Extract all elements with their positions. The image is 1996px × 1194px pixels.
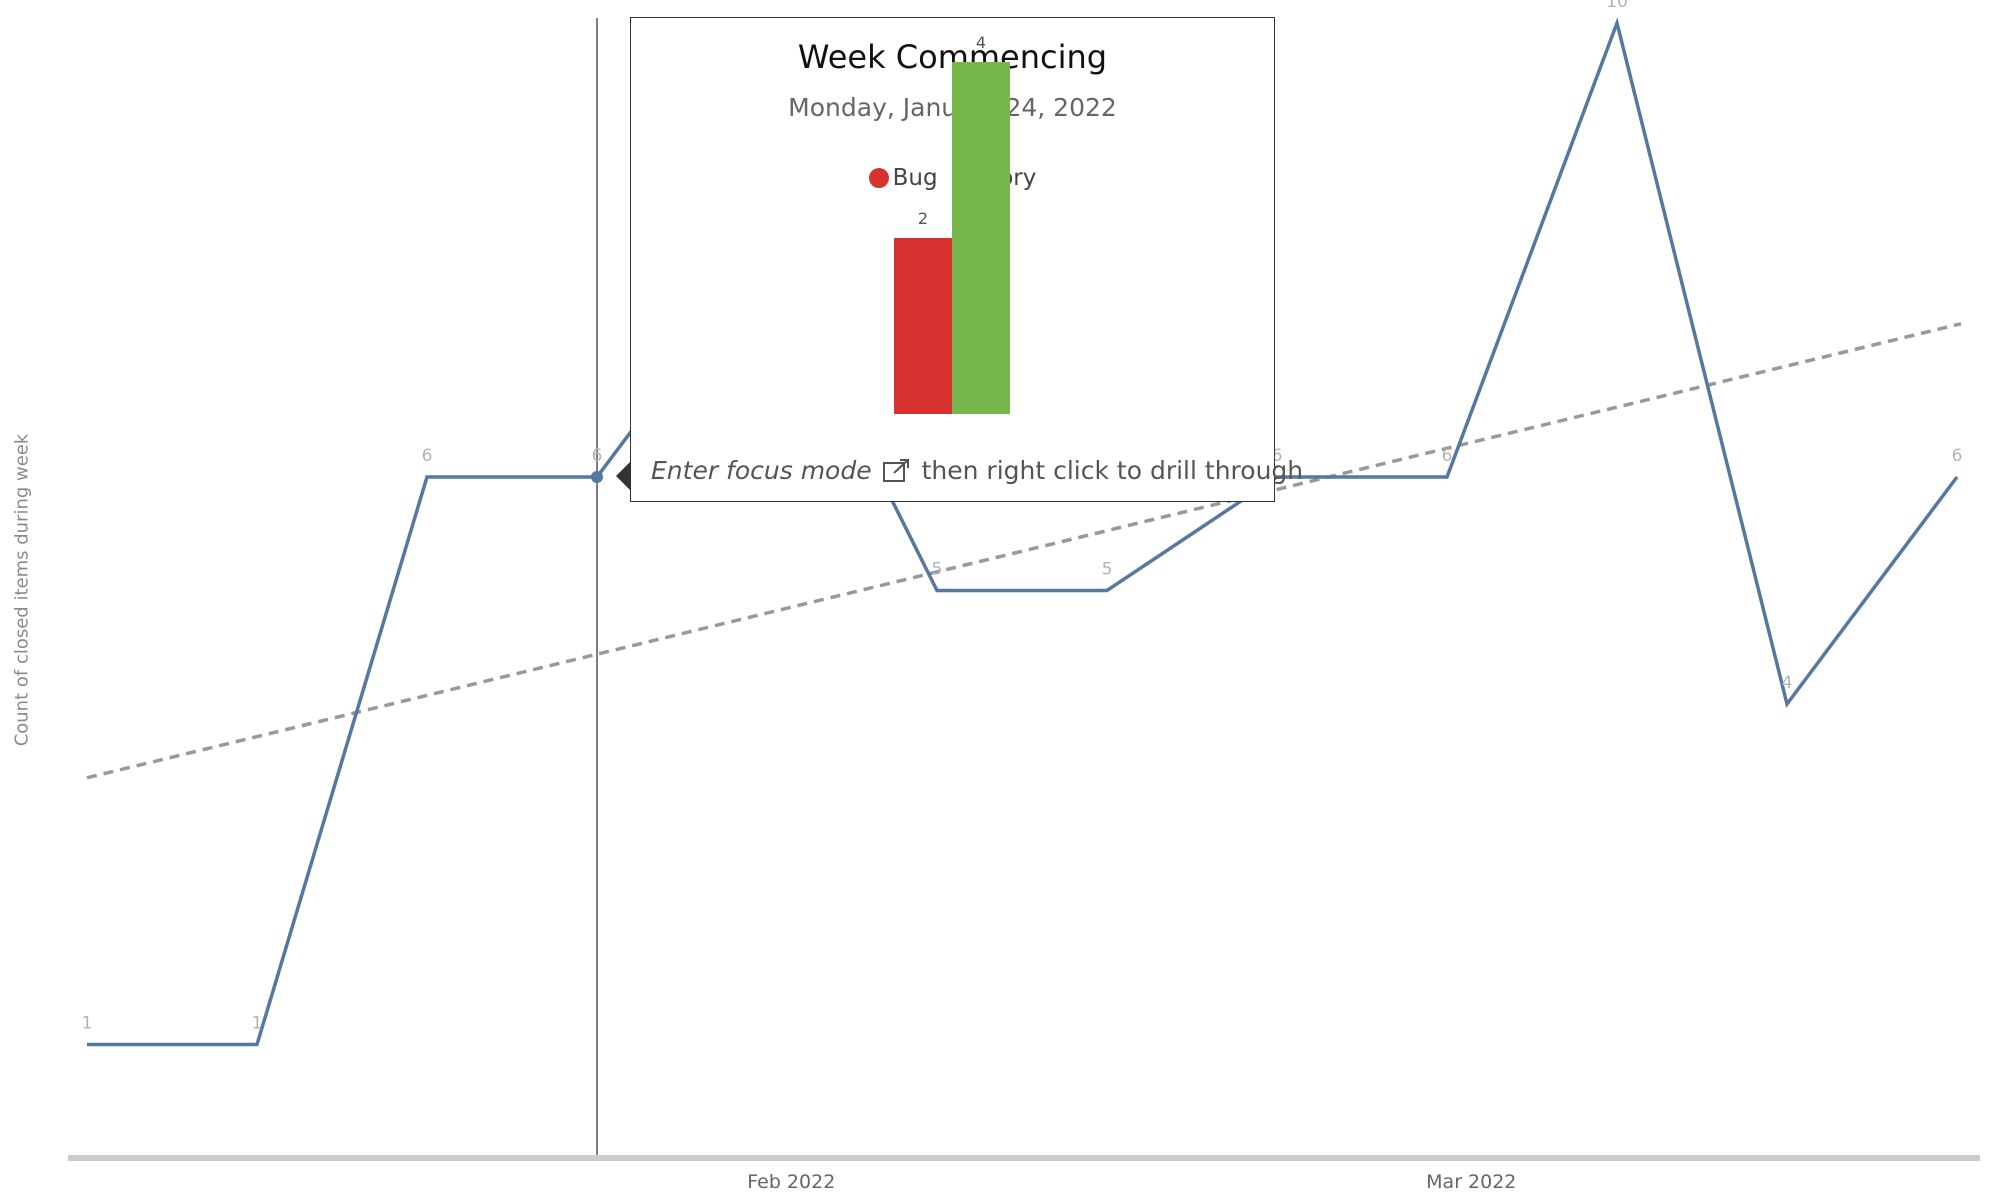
tooltip-pointer xyxy=(616,462,630,490)
data-label: 10 xyxy=(1606,0,1628,12)
data-point[interactable] xyxy=(1103,587,1111,595)
data-label: 4 xyxy=(1782,673,1793,693)
x-tick-label: Mar 2022 xyxy=(1426,1171,1516,1193)
focus-mode-text: Enter focus mode xyxy=(651,456,872,485)
x-tick-label: Feb 2022 xyxy=(747,1171,835,1193)
data-label: 6 xyxy=(1272,446,1283,466)
data-label: 6 xyxy=(422,446,433,466)
trend-line xyxy=(86,322,1962,780)
data-label: 1 xyxy=(82,1014,93,1034)
data-point[interactable] xyxy=(423,473,431,481)
data-point[interactable] xyxy=(1783,700,1791,708)
data-label: 6 xyxy=(592,446,603,466)
data-point[interactable] xyxy=(933,587,941,595)
data-point[interactable] xyxy=(83,1041,91,1049)
tooltip-bar-bug xyxy=(894,238,952,414)
data-point[interactable] xyxy=(253,1041,261,1049)
data-label: 6 xyxy=(1952,446,1963,466)
series-line[interactable] xyxy=(87,17,1959,1047)
data-point[interactable] xyxy=(591,471,603,483)
tooltip-bar-label: 4 xyxy=(976,33,986,52)
y-axis-label: Count of closed items during week xyxy=(11,433,33,747)
data-label: 5 xyxy=(932,560,943,580)
tooltip-bar-story xyxy=(952,62,1010,414)
tooltip-bar-label: 2 xyxy=(918,209,928,228)
legend-label-bug: Bug xyxy=(892,165,938,191)
data-point[interactable] xyxy=(1953,473,1961,481)
data-point[interactable] xyxy=(1443,473,1451,481)
tooltip-card: Week Commencing Monday, January 24, 2022… xyxy=(630,17,1303,502)
legend-dot-bug xyxy=(868,168,889,188)
data-label: 1 xyxy=(252,1014,263,1034)
tooltip-bar-chart: 24 xyxy=(894,33,1010,414)
drill-through-hint: Enter focus mode then right click to dri… xyxy=(651,456,1303,485)
data-point[interactable] xyxy=(1613,19,1621,27)
drill-through-text: then right click to drill through xyxy=(921,456,1304,485)
focus-mode-icon[interactable] xyxy=(882,457,912,485)
data-label: 6 xyxy=(1442,446,1453,466)
data-label: 5 xyxy=(1102,560,1113,580)
legend-item-bug: Bug xyxy=(868,165,938,191)
